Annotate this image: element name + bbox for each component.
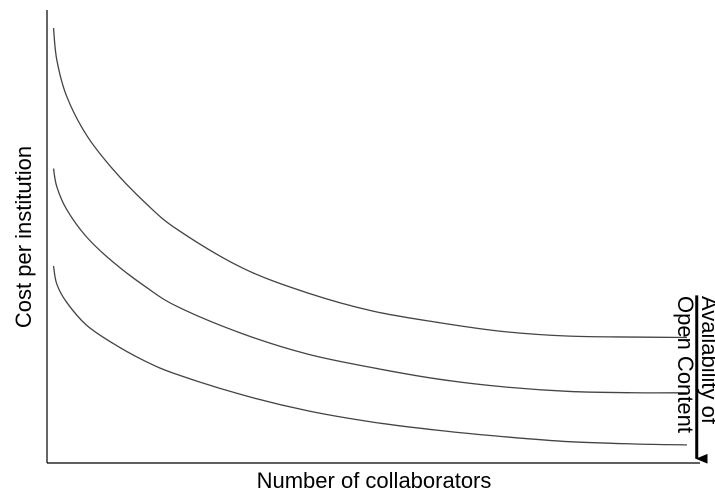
annotation-line-2: Open Content <box>673 296 698 433</box>
availability-annotation: Availability of Open Content <box>673 296 715 433</box>
series-curve-3 <box>52 265 687 446</box>
y-axis-label: Cost per institution <box>11 146 36 328</box>
series-curve-1 <box>52 28 687 339</box>
x-axis-label: Number of collaborators <box>257 468 492 492</box>
annotation-line-1: Availability of <box>697 296 715 425</box>
series-curve-2 <box>52 168 687 394</box>
series-group <box>52 28 687 446</box>
